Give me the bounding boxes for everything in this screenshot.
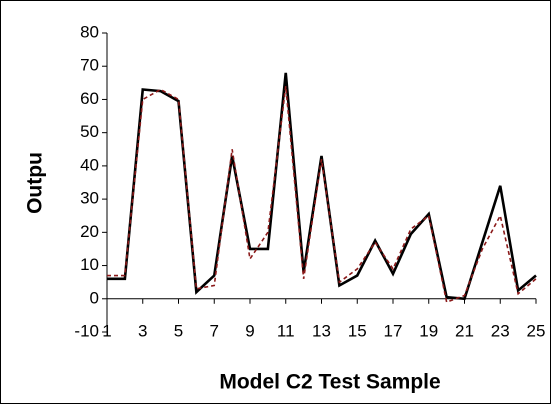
x-tick-label: 13 <box>312 321 331 340</box>
x-tick-label: 17 <box>384 321 403 340</box>
x-tick-label: 25 <box>527 321 546 340</box>
y-tick-label: 40 <box>80 155 99 174</box>
x-tick-label: 9 <box>245 321 254 340</box>
y-tick-label: 0 <box>90 288 99 307</box>
x-tick-label: 5 <box>174 321 183 340</box>
y-tick-label: -10 <box>74 321 99 340</box>
series-line <box>107 72 537 301</box>
x-tick-label: 11 <box>277 321 295 340</box>
y-axis-label: Outpu <box>24 152 47 214</box>
y-tick-label: 10 <box>80 255 99 274</box>
y-tick-label: 50 <box>80 122 99 141</box>
x-tick-label: 21 <box>455 321 474 340</box>
y-tick-label: 30 <box>80 189 99 208</box>
x-tick-label: 7 <box>210 321 219 340</box>
x-tick-label: 23 <box>491 321 510 340</box>
y-tick-label: 60 <box>80 89 99 108</box>
y-tick-label: 20 <box>80 222 99 241</box>
x-tick-label: 15 <box>348 321 367 340</box>
x-axis-label: Model C2 Test Sample <box>219 371 440 394</box>
x-tick-label: 19 <box>419 321 438 340</box>
x-tick-label: 3 <box>138 321 147 340</box>
y-tick-label: 70 <box>80 56 99 75</box>
y-tick-label: 80 <box>80 22 99 41</box>
series-line <box>107 86 537 304</box>
x-tick-label: 1 <box>102 321 111 340</box>
